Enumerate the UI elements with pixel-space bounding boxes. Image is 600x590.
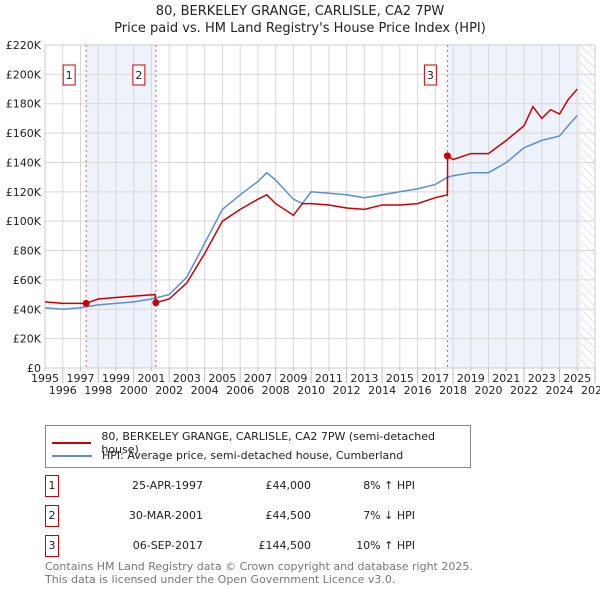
sale-number-badge: 2 — [45, 505, 59, 527]
chart-subtitle: Price paid vs. HM Land Registry's House … — [114, 21, 486, 36]
x-tick-label: 2003 — [173, 372, 201, 385]
x-tick-label: 2012 — [333, 384, 361, 397]
footer: Contains HM Land Registry data © Crown c… — [45, 560, 473, 586]
x-tick-label: 2020 — [475, 384, 503, 397]
sale-badge-2 — [132, 64, 146, 86]
x-tick-label: 2021 — [492, 372, 520, 385]
sale-badge-label: 3 — [427, 69, 434, 82]
plot-frame — [44, 44, 596, 369]
y-tick-label: £220K — [6, 39, 42, 52]
y-tick-label: £180K — [6, 98, 42, 111]
x-tick-label: 2024 — [546, 384, 574, 397]
x-tick-label: 1999 — [102, 372, 130, 385]
sale-number-badge: 1 — [45, 475, 59, 497]
sale-row: 1 25-APR-1997 £44,000 8% ↑ HPI — [45, 475, 445, 497]
chart-title: 80, BERKELEY GRANGE, CARLISLE, CA2 7PW — [155, 4, 445, 19]
y-tick-label: £60K — [13, 274, 42, 287]
sale-hpi-diff: 7% ↓ HPI — [363, 509, 415, 522]
legend-red-line — [52, 442, 92, 444]
x-tick-label: 2005 — [208, 372, 236, 385]
x-tick-label: 2001 — [137, 372, 165, 385]
sale-date: 25-APR-1997 — [131, 479, 203, 492]
sale-number-badge: 3 — [45, 535, 59, 557]
y-tick-label: £120K — [6, 186, 42, 199]
sale-hpi-diff: 10% ↑ HPI — [356, 539, 415, 552]
y-tick-label: £40K — [13, 303, 42, 316]
x-tick-label: 2011 — [315, 372, 343, 385]
x-tick-label: 2025 — [563, 372, 591, 385]
x-tick-label: 1998 — [84, 384, 112, 397]
sale-badge-label: 1 — [66, 69, 73, 82]
x-tick-label: 2008 — [262, 384, 290, 397]
x-tick-label: 2013 — [350, 372, 378, 385]
legend-label-hpi: HPI: Average price, semi-detached house,… — [102, 449, 404, 462]
sale-hpi-diff: 8% ↑ HPI — [363, 479, 415, 492]
y-tick-label: £140K — [6, 156, 42, 169]
sale-date: 30-MAR-2001 — [128, 509, 203, 522]
y-tick-label: £0 — [27, 362, 41, 375]
sale-point-3 — [443, 152, 451, 160]
x-tick-label: 2006 — [226, 384, 254, 397]
x-tick-label: 2015 — [386, 372, 414, 385]
sale-price: £44,000 — [265, 479, 312, 492]
x-tick-label: 2026 — [581, 384, 600, 397]
sale-row: 2 30-MAR-2001 £44,500 7% ↓ HPI — [45, 505, 445, 527]
x-tick-label: 1997 — [66, 372, 94, 385]
x-tick-label: 2023 — [528, 372, 556, 385]
x-tick-label: 2016 — [404, 384, 432, 397]
footer-line1: Contains HM Land Registry data © Crown c… — [45, 560, 473, 573]
property-price-line — [44, 88, 578, 305]
x-tick-label: 1996 — [49, 384, 77, 397]
x-tick-label: 2010 — [297, 384, 325, 397]
x-tick-label: 2004 — [191, 384, 219, 397]
plot-area: 1995199619971998199920002001200220032004… — [6, 39, 600, 397]
y-tick-label: £200K — [6, 68, 42, 81]
sale-badge-3 — [423, 64, 437, 86]
x-tick-label: 2017 — [421, 372, 449, 385]
x-tick-label: 2007 — [244, 372, 272, 385]
x-tick-label: 2002 — [155, 384, 183, 397]
y-tick-label: £80K — [13, 245, 42, 258]
x-tick-label: 2022 — [510, 384, 538, 397]
footer-line2: This data is licensed under the Open Gov… — [45, 573, 396, 586]
x-tick-label: 1995 — [31, 372, 59, 385]
future-hatch — [580, 45, 595, 368]
shade-region-1-2 — [86, 45, 156, 368]
x-tick-label: 2009 — [279, 372, 307, 385]
sale-point-1 — [82, 299, 90, 307]
legend-label-property: 80, BERKELEY GRANGE, CARLISLE, CA2 7PW (… — [101, 430, 435, 456]
sale-point-2 — [152, 299, 160, 307]
shade-region-3 — [447, 45, 581, 368]
sale-badge-1 — [62, 64, 76, 86]
y-tick-label: £160K — [6, 127, 42, 140]
y-tick-label: £20K — [13, 333, 42, 346]
x-tick-label: 2000 — [120, 384, 148, 397]
legend: 80, BERKELEY GRANGE, CARLISLE, CA2 7PW (… — [45, 425, 471, 468]
sale-price: £144,500 — [258, 539, 312, 552]
sale-row: 3 06-SEP-2017 £144,500 10% ↑ HPI — [45, 535, 445, 557]
x-tick-label: 2019 — [457, 372, 485, 385]
legend-blue-line — [52, 454, 92, 457]
sale-badge-label: 2 — [135, 69, 142, 82]
sale-date: 06-SEP-2017 — [132, 539, 203, 552]
x-tick-label: 2018 — [439, 384, 467, 397]
x-tick-label: 2014 — [368, 384, 396, 397]
sale-price: £44,500 — [265, 509, 312, 522]
y-tick-label: £100K — [6, 215, 42, 228]
hpi-line — [44, 114, 578, 311]
